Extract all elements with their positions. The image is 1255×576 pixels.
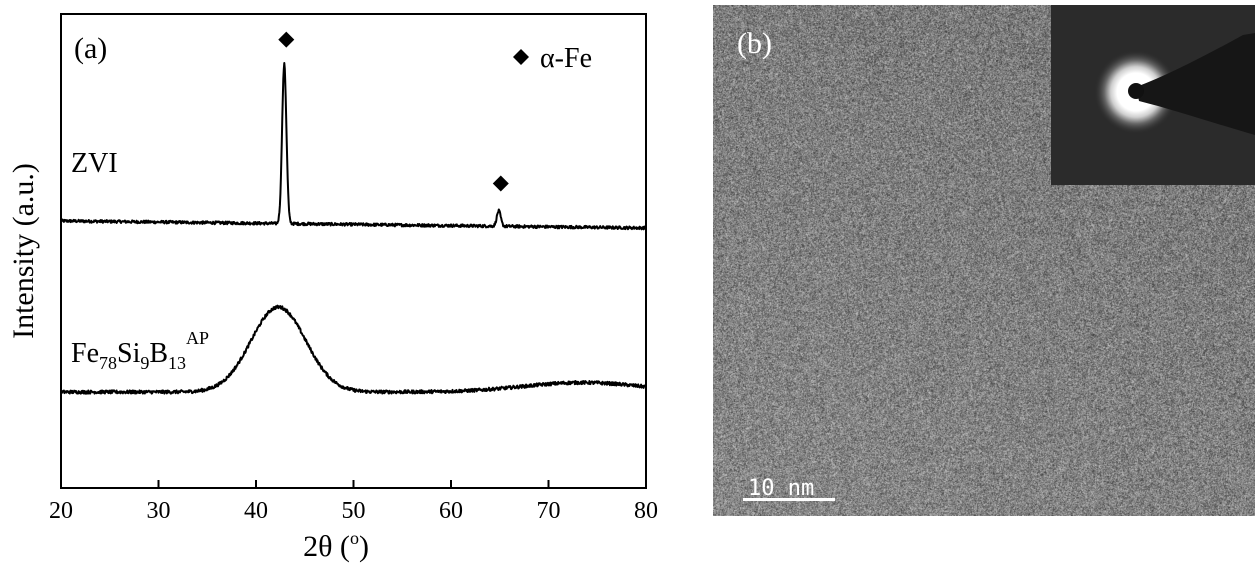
- xrd-chart: 20 30 40 50 60 70 80 (a) α-Fe ZVI Fe78Si9B13AP…: [7, 13, 658, 563]
- x-axis: 20 30 40 50 60 70 80: [49, 480, 658, 524]
- beam-stopper-tip: [1128, 83, 1144, 99]
- panel-b-label: (b): [737, 27, 772, 60]
- x-tick-label-30: 30: [147, 498, 171, 524]
- scale-bar-label: 10 nm: [748, 476, 814, 501]
- legend-diamond-icon: [513, 49, 529, 65]
- legend-label: α-Fe: [540, 43, 592, 74]
- scale-bar: [743, 498, 835, 501]
- series-line-0: [60, 62, 647, 231]
- x-tick-label-60: 60: [439, 498, 463, 524]
- series-line-1: [60, 304, 647, 395]
- peak-marker-diamond-icon-0: [278, 31, 295, 48]
- x-tick-label-20: 20: [49, 498, 73, 524]
- tem-overlay: (b) 10 nm: [737, 5, 1255, 501]
- saed-inset: [1051, 5, 1255, 185]
- series-group: [60, 62, 647, 395]
- series-label-zvi: ZVI: [71, 148, 118, 179]
- x-tick-label-40: 40: [244, 498, 268, 524]
- series-label-fesib: Fe78Si9B13AP: [71, 328, 209, 373]
- peak-markers: [278, 31, 509, 192]
- x-tick-label-70: 70: [537, 498, 561, 524]
- y-axis-title: Intensity (a.u.): [7, 163, 40, 339]
- beam-stopper: [1136, 33, 1255, 135]
- xrd-chart-panel: 20 30 40 50 60 70 80 (a) α-Fe ZVI Fe78Si9B13AP…: [7, 13, 658, 563]
- x-tick-label-80: 80: [634, 498, 658, 524]
- x-axis-title: 2θ (o): [303, 528, 369, 563]
- plot-frame: [60, 13, 647, 489]
- tem-image-panel: (b) 10 nm: [713, 5, 1255, 516]
- panel-a-label: (a): [74, 32, 107, 65]
- x-tick-label-50: 50: [342, 498, 366, 524]
- peak-marker-diamond-icon-1: [492, 175, 509, 192]
